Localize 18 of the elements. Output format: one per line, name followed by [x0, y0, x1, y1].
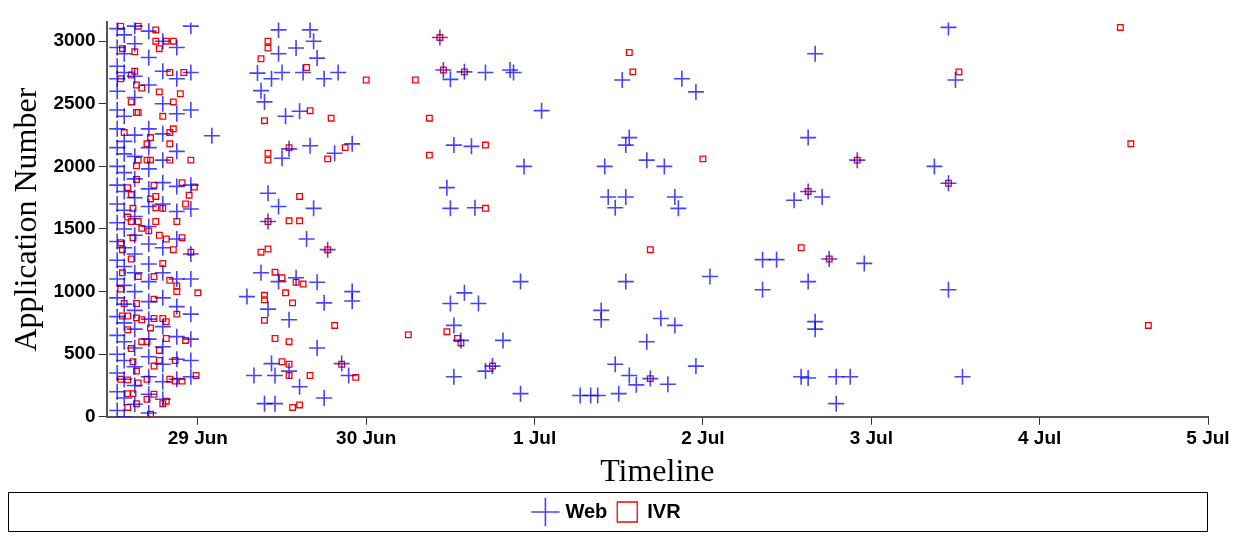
y-tick-label: 1000	[53, 279, 96, 301]
x-tick-label: 30 Jun	[336, 427, 397, 449]
x-tick-label: 29 Jun	[167, 427, 228, 449]
y-tick-label: 500	[63, 342, 96, 364]
y-tick-label: 2500	[53, 92, 96, 114]
x-tick-label: 5 Jul	[1186, 427, 1230, 449]
y-tick-label: 2000	[53, 154, 96, 176]
x-tick-label: 2 Jul	[681, 427, 725, 449]
legend-label: IVR	[647, 499, 682, 522]
x-tick-label: 4 Jul	[1017, 427, 1062, 449]
x-tick-label: 3 Jul	[849, 427, 893, 449]
y-axis-title: Application Number	[6, 87, 43, 352]
y-tick-label: 1500	[53, 217, 96, 239]
y-tick-label: 0	[85, 405, 96, 427]
legend-label: Web	[565, 499, 608, 522]
x-axis-title: Timeline	[600, 452, 715, 489]
y-tick-label: 3000	[53, 29, 96, 51]
x-tick-label: 1 Jul	[512, 427, 557, 449]
